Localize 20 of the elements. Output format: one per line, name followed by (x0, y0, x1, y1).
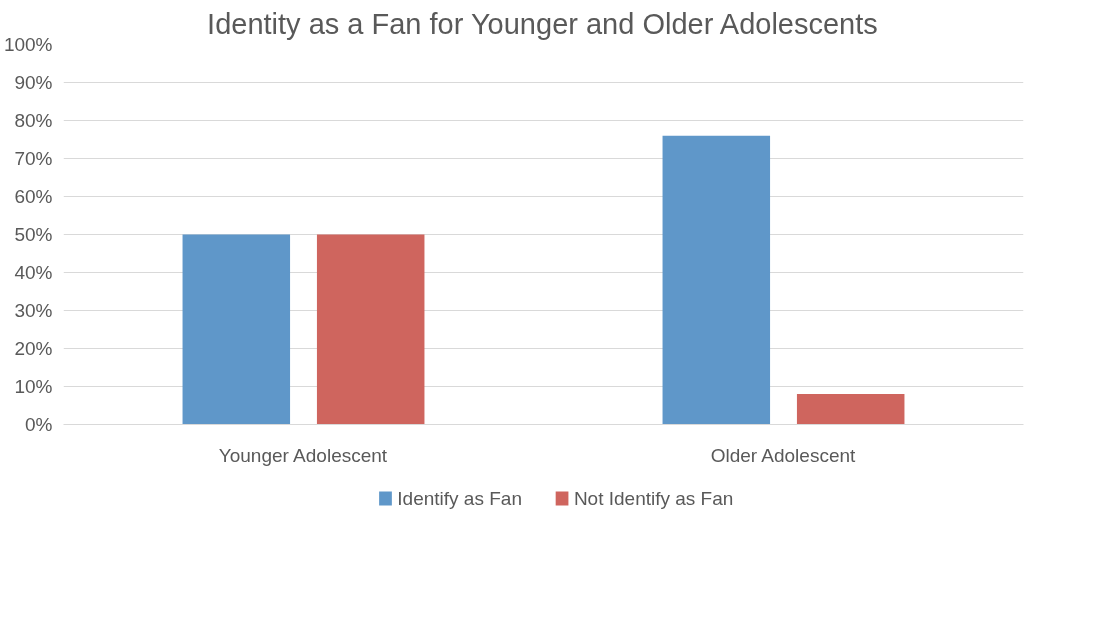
legend-label: Identify as Fan (397, 488, 522, 509)
bar (316, 234, 425, 425)
y-tick-label: 0% (25, 414, 53, 435)
y-tick-label: 90% (14, 72, 53, 93)
bar (796, 394, 905, 425)
y-tick-label: 30% (14, 300, 53, 321)
bar (182, 234, 291, 425)
y-tick-label: 20% (14, 338, 53, 359)
y-tick-label: 50% (14, 224, 53, 245)
bar (662, 135, 771, 425)
legend-label: Not Identify as Fan (573, 488, 734, 509)
y-tick-label: 40% (14, 262, 53, 283)
x-tick-label: Younger Adolescent (218, 444, 388, 466)
y-tick-label: 70% (14, 148, 53, 169)
chart-title: Identity as a Fan for Younger and Older Adolescents (207, 7, 878, 40)
y-tick-label: 80% (14, 110, 53, 131)
y-tick-label: 100% (3, 34, 53, 55)
y-tick-label: 10% (14, 376, 53, 397)
x-tick-label: Older Adolescent (710, 444, 857, 466)
y-tick-label: 60% (14, 186, 53, 207)
